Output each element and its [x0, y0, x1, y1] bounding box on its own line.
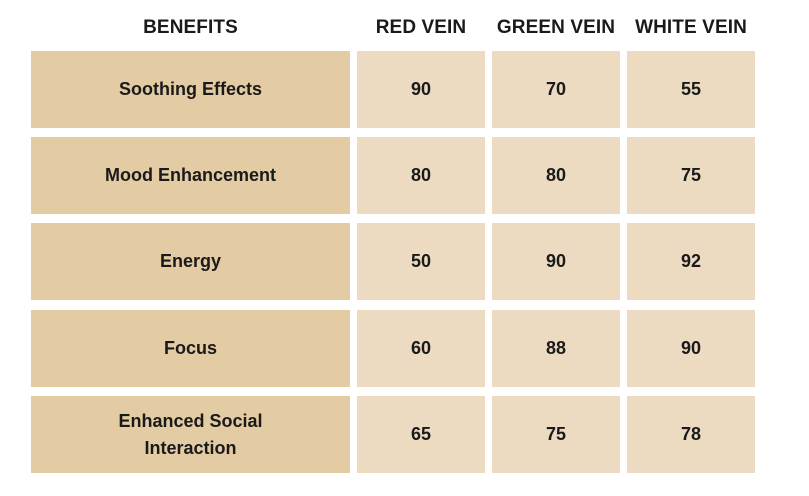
value-soothing-effects-white-vein: 55 — [627, 51, 755, 128]
value-focus-white-vein: 90 — [627, 310, 755, 387]
benefit-label-text: Mood Enhancement — [104, 165, 276, 185]
benefit-label-text: Focus — [163, 338, 217, 358]
value-enhanced-social-interaction-green-vein: 75 — [492, 396, 620, 473]
value-mood-enhancement-green-vein: 80 — [492, 137, 620, 214]
benefit-label-mood-enhancement: Mood Enhancement — [31, 137, 350, 214]
value-energy-red-vein: 50 — [357, 223, 485, 300]
value-enhanced-social-interaction-white-vein: 78 — [627, 396, 755, 473]
benefit-label-focus: Focus — [31, 310, 350, 387]
value-mood-enhancement-red-vein: 80 — [357, 137, 485, 214]
value-mood-enhancement-white-vein: 75 — [627, 137, 755, 214]
benefit-label-text: Energy — [159, 251, 222, 271]
value-soothing-effects-red-vein: 90 — [357, 51, 485, 128]
benefit-label-enhanced-social-interaction: Enhanced Social Interaction — [31, 396, 350, 473]
benefit-label-energy: Energy — [31, 223, 350, 300]
value-soothing-effects-green-vein: 70 — [492, 51, 620, 128]
benefit-label-text: Soothing Effects — [119, 79, 262, 99]
header-green-vein: GREEN VEIN — [496, 17, 616, 38]
benefit-label-soothing-effects: Soothing Effects — [31, 51, 350, 128]
header-benefits: BENEFITS — [143, 17, 238, 38]
header-red-vein: RED VEIN — [375, 17, 467, 38]
value-enhanced-social-interaction-red-vein: 65 — [357, 396, 485, 473]
benefit-label-text: Enhanced Social Interaction — [118, 410, 263, 458]
header-white-vein: WHITE VEIN — [635, 17, 747, 38]
value-energy-green-vein: 90 — [492, 223, 620, 300]
value-focus-green-vein: 88 — [492, 310, 620, 387]
value-energy-white-vein: 92 — [627, 223, 755, 300]
value-focus-red-vein: 60 — [357, 310, 485, 387]
